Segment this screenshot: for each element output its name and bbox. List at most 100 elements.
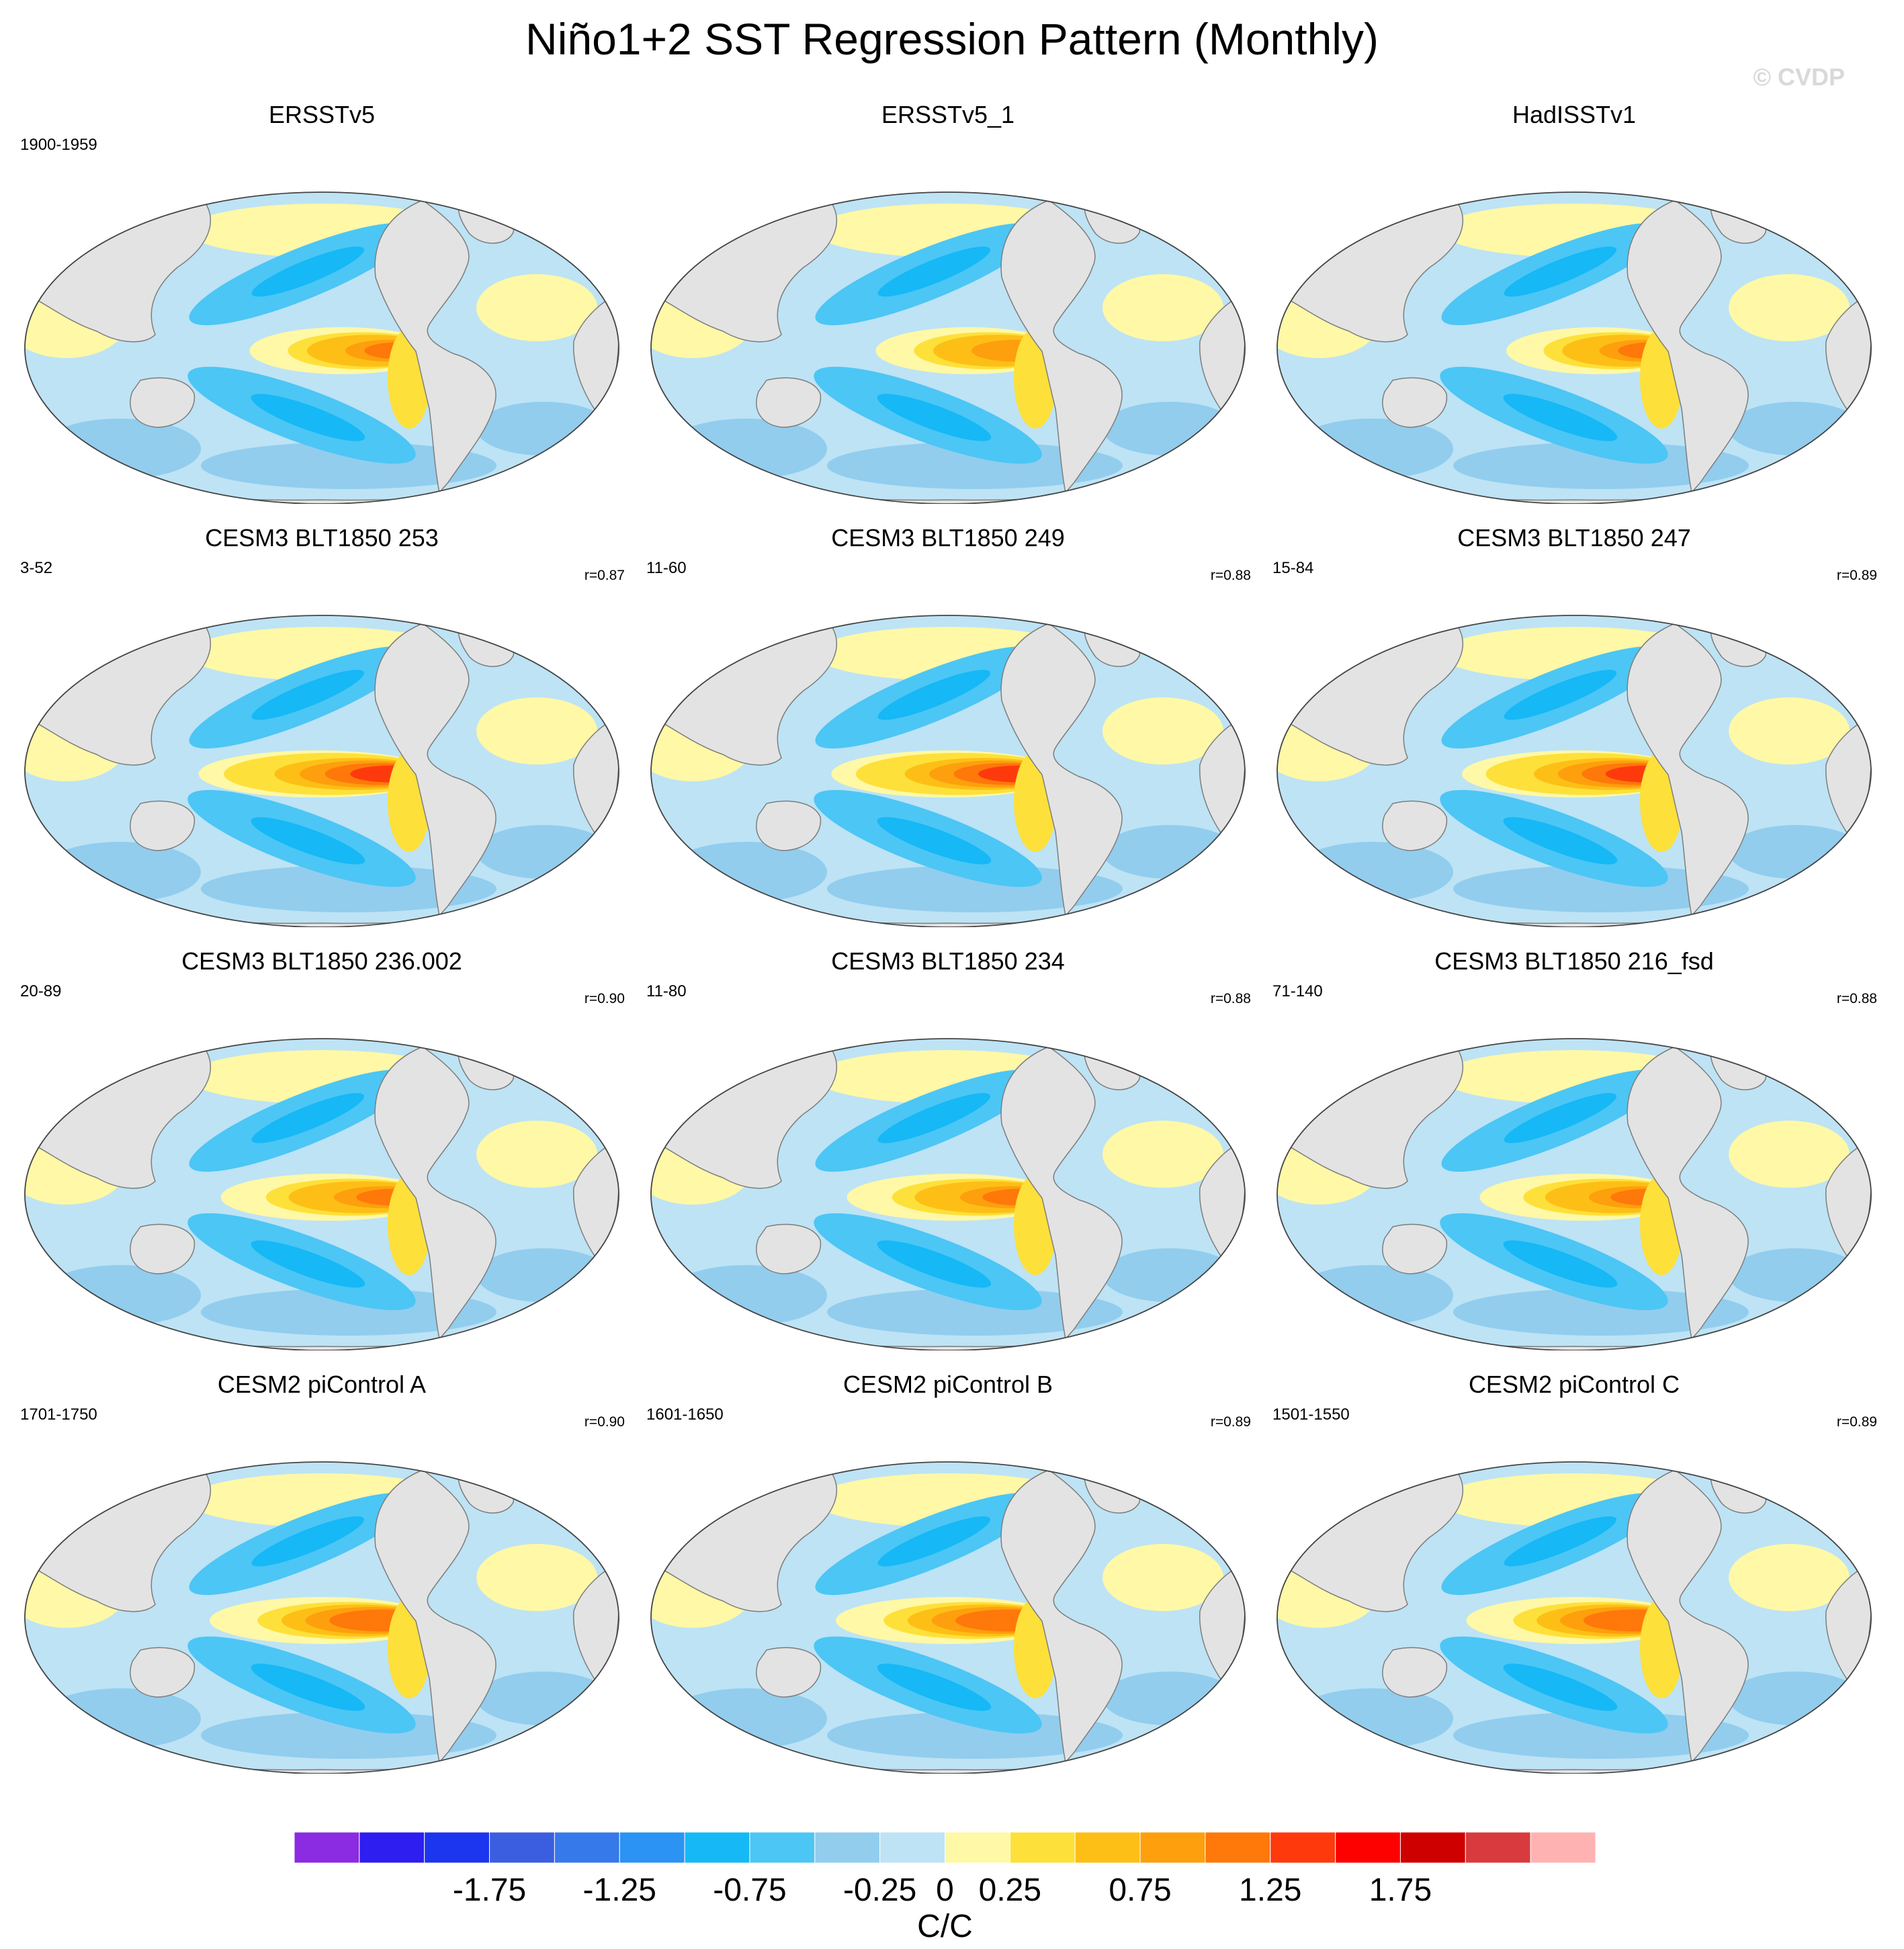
anomaly-region [1453,1289,1749,1336]
pattern-correlation: r=0.89 [1836,568,1877,583]
colorbar-swatch [359,1831,425,1864]
land-australia [756,1647,822,1698]
colorbar-swatch [294,1831,360,1864]
panel-period: 71-140 [1272,982,1323,1000]
colorbar-swatch [1009,1831,1076,1864]
map-panel: CESM2 piControl A 1701-1750 r=0.90 [8,1371,636,1774]
sst-map [24,615,619,927]
cold-anomaly-core [251,1092,364,1143]
panel-period: 1701-1750 [20,1405,97,1424]
land-australia [1382,1223,1448,1274]
colorbar-swatch [1335,1831,1401,1864]
cold-anomaly-core [251,246,364,297]
map-border [24,1461,619,1774]
map-border [650,191,1246,504]
anomaly-region [476,1544,597,1611]
sst-map [650,1038,1246,1350]
colorbar-swatch [424,1831,490,1864]
cold-anomaly-core [877,1240,992,1288]
land-americas [374,1469,496,1764]
map-panel: ERSSTv5 1900-1959 [8,101,636,504]
pattern-correlation: r=0.88 [1210,991,1251,1006]
sst-map [24,191,619,504]
cold-anomaly-core [877,246,990,297]
land-australia [756,800,822,851]
sst-map [24,1461,619,1774]
map-border [24,615,619,927]
anomaly-region [1102,1544,1223,1611]
pattern-correlation: r=0.89 [1836,1414,1877,1430]
land-americas [1000,1046,1123,1340]
panel-title: CESM2 piControl C [1468,1371,1680,1398]
sst-map [650,615,1246,927]
panel-title: CESM3 BLT1850 253 [205,524,439,552]
panel-title: HadISSTv1 [1512,101,1637,128]
cold-anomaly-core [251,394,365,441]
anomaly-region [1453,865,1749,912]
anomaly-region [201,1712,496,1759]
sst-map [650,1461,1246,1774]
cold-anomaly-core [1504,1516,1616,1567]
panel-title: CESM3 BLT1850 216_fsd [1434,947,1714,975]
panel-period: 1501-1550 [1272,1405,1350,1424]
cold-anomaly-core [1503,1240,1618,1288]
cold-anomaly-core [251,1240,365,1288]
pattern-correlation: r=0.88 [1836,991,1877,1006]
sst-map [1276,1461,1872,1774]
colorbar-swatch [749,1831,816,1864]
colorbar-swatch [879,1831,946,1864]
map-border [1276,1461,1872,1774]
panel-title: CESM3 BLT1850 249 [831,524,1065,552]
colorbar-swatch [489,1831,555,1864]
land-australia [1382,377,1448,428]
map-panel: ERSSTv5_1 [634,101,1262,504]
anomaly-region [476,1121,597,1188]
colorbar-swatch [814,1831,881,1864]
cold-anomaly-core [877,1516,990,1567]
colorbar-tick-label: 0 [936,1872,954,1908]
colorbar-tick-label: -0.25 [843,1872,916,1908]
cold-anomaly-core [877,394,992,441]
land-australia [756,377,822,428]
panel-title: CESM3 BLT1850 247 [1457,524,1691,552]
map-border [1276,191,1872,504]
land-australia [1382,800,1448,851]
sst-map [1276,1038,1872,1350]
map-panel: CESM3 BLT1850 234 11-80 r=0.88 [634,947,1262,1350]
cold-anomaly-core [1504,1092,1616,1143]
panel-period: 11-60 [646,559,687,577]
land-americas [1000,1469,1123,1764]
colorbar-tick-label: 1.25 [1239,1872,1301,1908]
anomaly-region [1102,697,1223,765]
panel-period: 11-80 [646,982,687,1000]
anomaly-region [476,697,597,765]
pattern-correlation: r=0.88 [1210,568,1251,583]
panel-title: CESM3 BLT1850 236.002 [181,947,462,975]
colorbar-tick-label: 1.75 [1369,1872,1432,1908]
colorbar-swatch [684,1831,750,1864]
anomaly-region [1729,697,1850,765]
anomaly-region [827,1289,1123,1336]
sst-map [650,191,1246,504]
land-australia [130,1223,196,1274]
map-panel: CESM3 BLT1850 247 15-84 r=0.89 [1260,524,1888,927]
anomaly-region [1729,1121,1850,1188]
sst-map [24,1038,619,1350]
colorbar-tick-label: -1.25 [583,1872,656,1908]
cold-anomaly-core [251,1663,365,1711]
colorbar-swatch [1074,1831,1141,1864]
colorbar-swatch [1270,1831,1336,1864]
map-panel: HadISSTv1 [1260,101,1888,504]
cold-anomaly-core [1504,669,1616,720]
cold-anomaly-core [1503,817,1618,865]
cold-anomaly-core [251,817,365,865]
anomaly-region [1102,274,1223,341]
anomaly-region [827,442,1123,489]
copyright-label: © CVDP [1753,63,1845,91]
land-australia [130,1647,196,1698]
colorbar-swatch [554,1831,620,1864]
colorbar-swatch [1399,1831,1466,1864]
map-border [1276,1038,1872,1350]
colorbar-tick-label: -1.75 [453,1872,526,1908]
anomaly-region [1453,1712,1749,1759]
